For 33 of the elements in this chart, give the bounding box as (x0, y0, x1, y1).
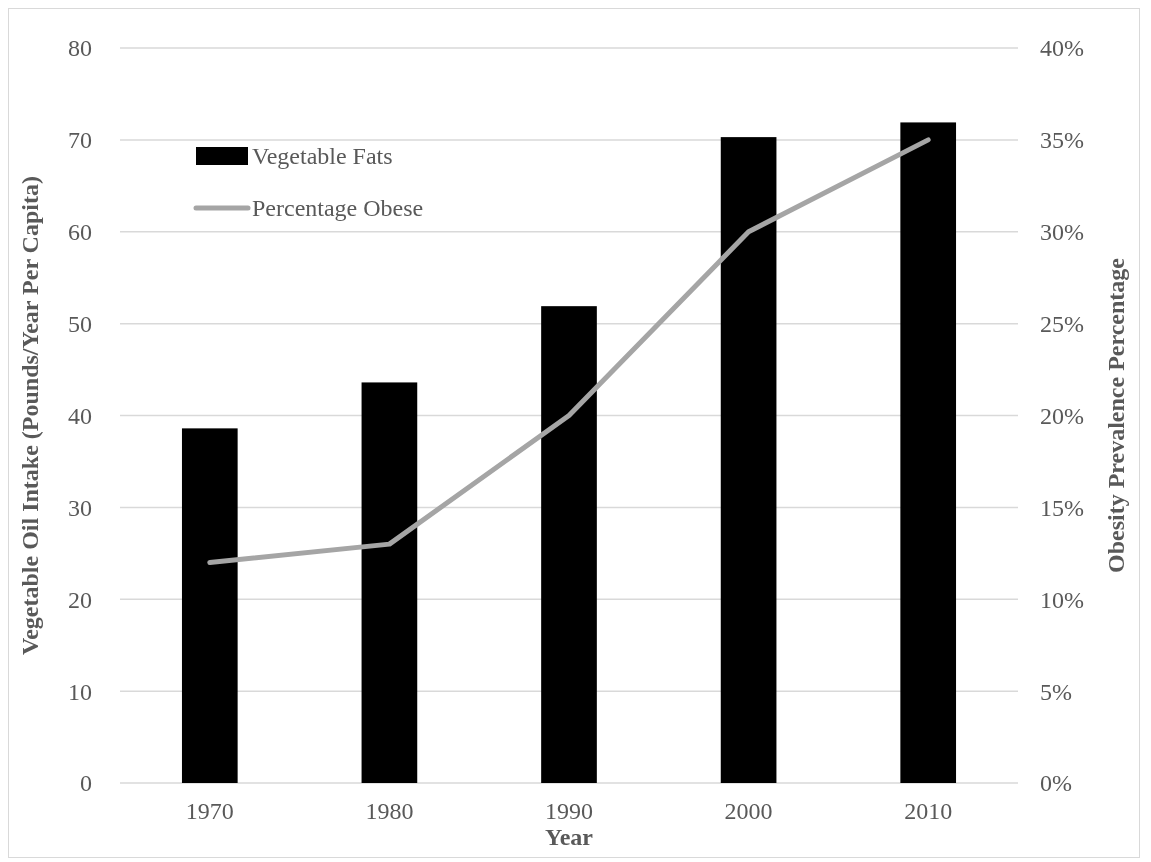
y-tick-label: 70 (68, 127, 92, 154)
y2-tick-label: 30% (1040, 219, 1084, 246)
y2-tick-label: 20% (1040, 402, 1084, 429)
y2-tick-label: 15% (1040, 494, 1084, 521)
x-tick-label: 1970 (185, 798, 234, 824)
x-tick-label: 1980 (365, 798, 414, 824)
x-axis-title: Year (545, 824, 594, 850)
y2-tick-label: 5% (1040, 678, 1072, 705)
y-tick-label: 20 (68, 586, 92, 613)
x-tick-label: 1990 (545, 798, 593, 824)
y2-tick-label: 40% (1040, 35, 1084, 62)
y-tick-label: 50 (68, 311, 92, 338)
y2-tick-label: 0% (1040, 770, 1072, 797)
y-tick-label: 60 (68, 219, 92, 246)
bar (900, 122, 957, 783)
y2-tick-label: 10% (1040, 586, 1084, 613)
y-tick-label: 30 (68, 494, 92, 521)
bar (361, 382, 418, 783)
bar (541, 306, 597, 783)
y2-tick-label: 25% (1040, 311, 1084, 338)
y-tick-label: 0 (80, 770, 92, 797)
y2-axis-title: Obesity Prevalence Percentage (1103, 257, 1129, 573)
y2-tick-label: 35% (1040, 127, 1084, 154)
bar (181, 428, 238, 783)
x-tick-label: 2000 (724, 798, 773, 824)
y-tick-label: 10 (68, 678, 92, 705)
x-tick-label: 2010 (904, 798, 953, 824)
y-axis-title: Vegetable Oil Intake (Pounds/Year Per Capita) (17, 176, 43, 655)
y-tick-label: 40 (68, 402, 92, 429)
legend-label: Percentage Obese (252, 195, 424, 222)
bar (720, 137, 777, 783)
y-tick-label: 80 (68, 35, 92, 62)
legend-label: Vegetable Fats (252, 143, 393, 170)
